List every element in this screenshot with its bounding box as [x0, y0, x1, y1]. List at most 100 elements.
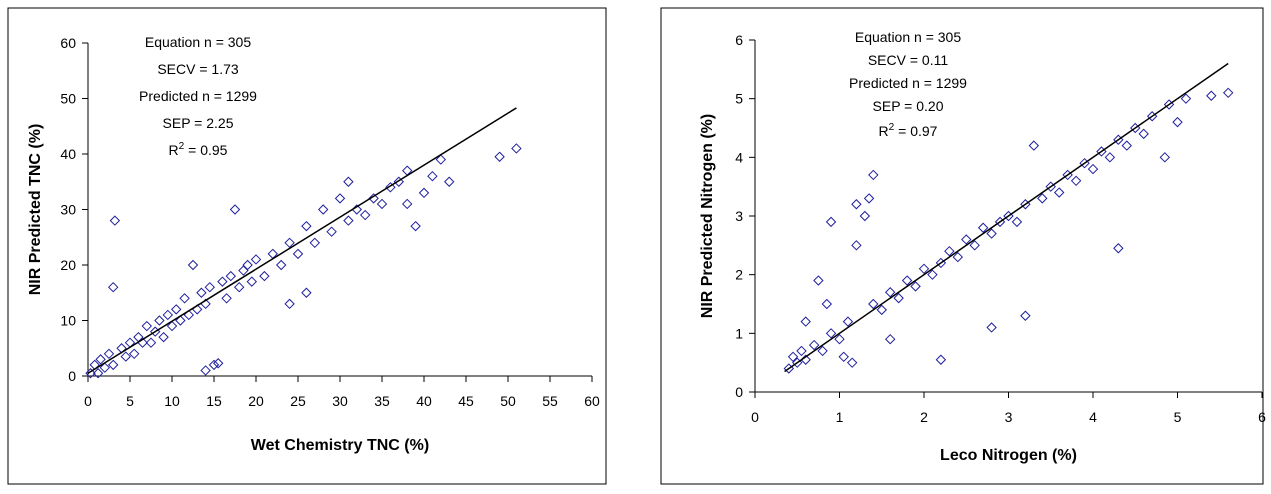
point	[1180, 93, 1192, 104]
y-tick-label: 5	[735, 91, 743, 107]
x-tick-label: 20	[248, 393, 264, 409]
y-tick-label: 20	[60, 257, 76, 273]
r2-base: R	[879, 123, 889, 139]
point	[246, 276, 258, 287]
point	[233, 281, 245, 293]
x-tick-label: 55	[542, 393, 558, 409]
point	[851, 240, 862, 251]
point	[85, 368, 96, 379]
point	[1121, 140, 1133, 151]
fit-line	[87, 107, 517, 374]
x-tick-label: 30	[332, 393, 348, 409]
point	[910, 281, 921, 292]
x-tick-label: 3	[1005, 409, 1013, 425]
point	[1159, 152, 1171, 163]
point	[212, 358, 224, 369]
point	[1028, 140, 1040, 151]
point	[863, 193, 875, 204]
point	[141, 320, 153, 332]
point	[109, 215, 121, 226]
point	[229, 204, 241, 215]
point	[116, 343, 127, 354]
point	[326, 226, 337, 237]
point	[851, 199, 862, 210]
point	[95, 354, 106, 365]
point	[944, 245, 955, 257]
point	[494, 151, 505, 162]
point	[343, 215, 354, 226]
point	[952, 251, 964, 263]
point	[204, 281, 216, 293]
point	[884, 287, 896, 298]
x-tick-label: 40	[416, 393, 432, 409]
annotation: SEP = 0.20	[873, 98, 944, 114]
annotation: Predicted n = 1299	[849, 75, 967, 91]
point	[846, 357, 858, 368]
x-tick-label: 35	[374, 393, 390, 409]
point	[1020, 310, 1031, 321]
point	[162, 309, 174, 321]
point	[825, 328, 837, 339]
y-axis-title: NIR Predicted Nitrogen (%)	[699, 114, 716, 318]
annotation: Predicted n = 1299	[139, 88, 257, 104]
x-tick-label: 60	[584, 393, 600, 409]
point	[838, 351, 849, 363]
point	[154, 315, 165, 326]
x-tick-label: 2	[920, 409, 928, 425]
point	[813, 275, 824, 286]
point	[842, 316, 854, 327]
chart-frame	[7, 7, 607, 485]
point	[301, 220, 312, 232]
point	[796, 345, 807, 357]
point	[292, 248, 304, 260]
point	[977, 222, 989, 233]
point	[217, 276, 228, 287]
point	[208, 359, 220, 371]
x-tick-label: 45	[458, 393, 474, 409]
point	[817, 345, 828, 357]
point	[918, 263, 930, 275]
point	[1070, 175, 1082, 187]
point	[103, 348, 115, 360]
y-tick-label: 2	[735, 267, 743, 283]
point	[317, 204, 329, 215]
x-tick-label: 0	[84, 393, 92, 409]
point	[1011, 216, 1023, 228]
point	[876, 304, 887, 316]
point	[901, 275, 913, 286]
x-axis-title: Wet Chemistry TNC (%)	[251, 437, 429, 454]
point	[1037, 193, 1048, 204]
fit-line	[784, 62, 1229, 373]
x-tick-label: 10	[164, 393, 180, 409]
point	[859, 210, 871, 222]
x-tick-label: 5	[126, 393, 134, 409]
point	[787, 351, 799, 363]
y-tick-label: 4	[735, 149, 743, 165]
point	[1104, 152, 1116, 163]
point	[225, 270, 237, 282]
point	[196, 287, 207, 298]
point	[868, 169, 879, 181]
point	[443, 176, 455, 187]
point	[435, 154, 447, 165]
y-tick-label: 3	[735, 208, 743, 224]
x-tick-label: 6	[1258, 409, 1266, 425]
point	[821, 298, 833, 310]
point	[179, 293, 190, 304]
point	[145, 337, 157, 348]
point	[1113, 243, 1124, 254]
point	[334, 193, 346, 204]
point	[1087, 163, 1099, 175]
point	[92, 368, 104, 379]
chart-frame	[660, 7, 1264, 485]
point	[376, 198, 388, 210]
point	[368, 193, 379, 204]
x-tick-label: 5	[1174, 409, 1182, 425]
y-axis-title: NIR Predicted TNC (%)	[27, 124, 44, 296]
point	[393, 176, 405, 187]
r2-sup: 2	[889, 122, 895, 133]
point	[427, 170, 438, 182]
point	[808, 339, 820, 351]
point	[800, 316, 811, 327]
